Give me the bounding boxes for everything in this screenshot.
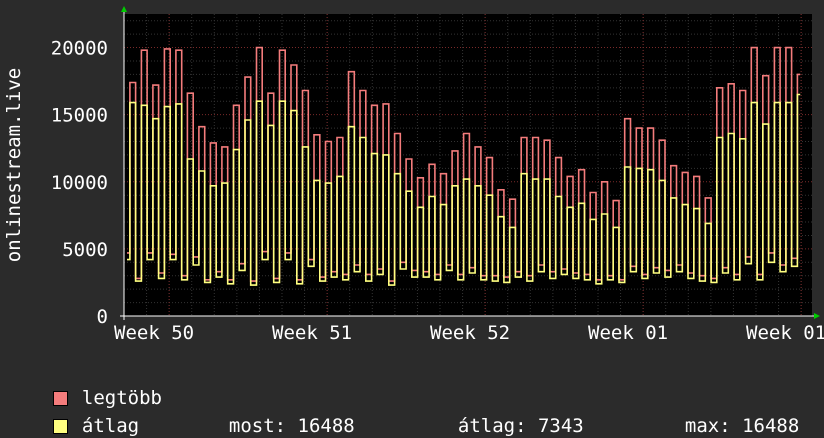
stat-max-value: 16488 bbox=[742, 415, 800, 437]
y-axis-label: onlinestream.live bbox=[3, 68, 25, 262]
y-tick-label: 0 bbox=[97, 306, 108, 328]
x-tick-label: Week 52 bbox=[430, 322, 510, 344]
series-layer bbox=[127, 46, 801, 286]
stat-most-label: most: bbox=[228, 415, 287, 437]
y-tick-label: 5000 bbox=[62, 239, 108, 261]
legend-swatch-atlag bbox=[52, 419, 68, 434]
y-axis-arrow bbox=[121, 6, 127, 12]
y-tick-label: 20000 bbox=[51, 38, 108, 60]
x-tick-label: Week 01 bbox=[746, 322, 824, 344]
x-tick-label: Week 01 bbox=[588, 322, 668, 344]
series-line-1 bbox=[127, 93, 801, 286]
legend-label-legtobb: legtöbb bbox=[81, 387, 162, 409]
stat-atlag-value: 7343 bbox=[537, 415, 584, 437]
x-axis-arrow bbox=[814, 313, 820, 319]
stat-max: max: 16488 bbox=[662, 390, 799, 438]
legend-swatch-legtobb bbox=[52, 391, 68, 406]
stat-most: most: 16488 bbox=[206, 390, 355, 438]
stat-atlag-label: átlag: bbox=[457, 415, 527, 437]
stat-max-label: max: bbox=[684, 415, 731, 437]
legend-label-atlag: átlag bbox=[81, 415, 140, 437]
stat-most-value: 16488 bbox=[297, 415, 355, 437]
y-tick-label: 15000 bbox=[51, 105, 108, 127]
legend: legtöbb bbox=[30, 362, 162, 410]
x-tick-label: Week 51 bbox=[272, 322, 352, 344]
y-tick-label: 10000 bbox=[51, 172, 108, 194]
legend-row-atlag: átlag bbox=[30, 390, 139, 438]
x-tick-label: Week 50 bbox=[114, 322, 194, 344]
axes: 0 5000 10000 15000 20000 Week 50 Week 51 Week 5… bbox=[51, 6, 824, 344]
stat-atlag: átlag: 7343 bbox=[435, 390, 584, 438]
